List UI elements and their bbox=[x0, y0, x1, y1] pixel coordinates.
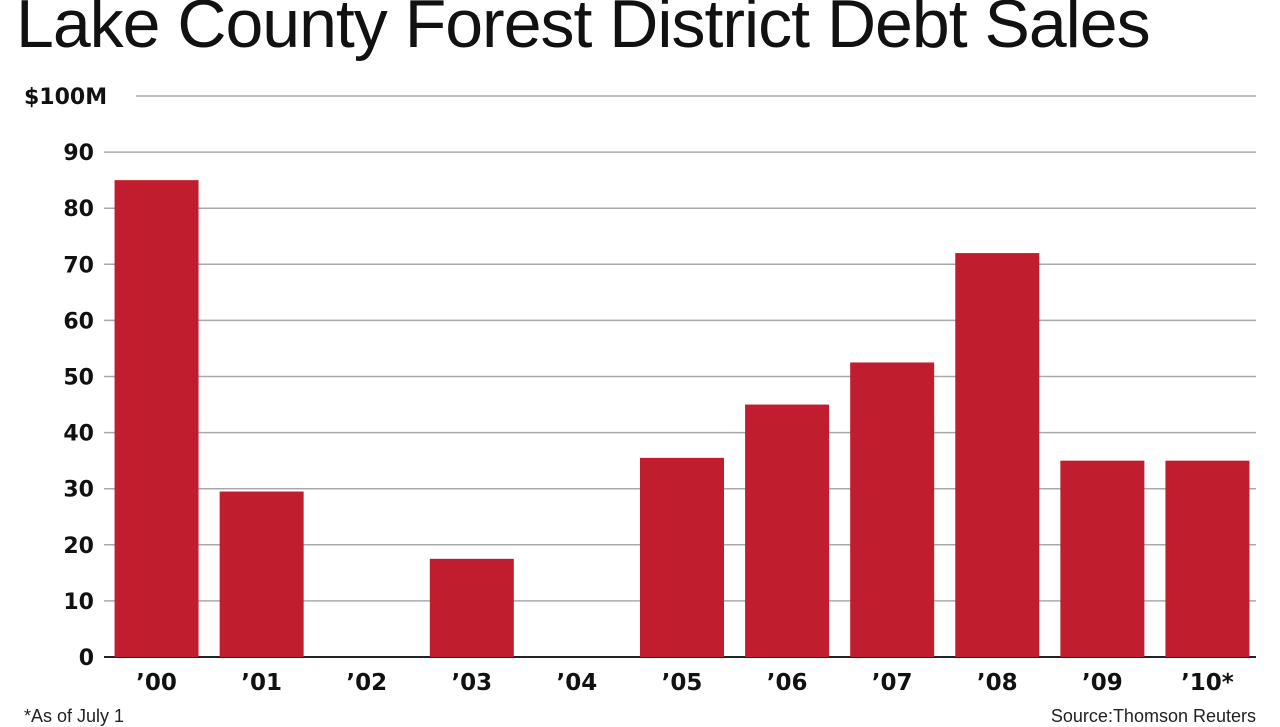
y-tick-label: 60 bbox=[63, 309, 94, 334]
y-tick-label: 30 bbox=[63, 478, 94, 503]
x-category-label: ’07 bbox=[872, 670, 913, 696]
x-category-label: ’03 bbox=[451, 670, 492, 696]
bar bbox=[219, 491, 304, 657]
bar bbox=[114, 180, 199, 657]
x-category-label: ’02 bbox=[346, 670, 387, 696]
chart-title: Lake County Forest District Debt Sales bbox=[16, 0, 1151, 62]
y-tick-label: 80 bbox=[63, 197, 94, 222]
x-axis-category-labels: ’00 ’01 ’02 ’03 ’04 ’05 ’06 ’07 ’08 ’09 ’10* bbox=[136, 670, 1234, 696]
y-tick-label: 90 bbox=[63, 141, 94, 166]
bar bbox=[640, 457, 724, 657]
bar bbox=[429, 558, 514, 657]
y-tick-label: 20 bbox=[63, 534, 94, 559]
x-category-label: ’04 bbox=[557, 670, 598, 696]
x-category-label: ’10* bbox=[1181, 670, 1234, 696]
y-tick-label: $100M bbox=[24, 85, 107, 110]
x-category-label: ’00 bbox=[136, 670, 177, 696]
x-category-label: ’08 bbox=[977, 670, 1018, 696]
x-category-label: ’01 bbox=[241, 670, 282, 696]
bar bbox=[1060, 460, 1145, 657]
bar bbox=[850, 362, 935, 657]
bar bbox=[1165, 460, 1250, 657]
bars bbox=[114, 180, 1250, 657]
x-category-label: ’06 bbox=[767, 670, 808, 696]
y-tick-label: 70 bbox=[63, 253, 94, 278]
source-credit: Source:Thomson Reuters bbox=[1050, 706, 1256, 726]
bar bbox=[745, 404, 830, 657]
x-category-label: ’09 bbox=[1082, 670, 1123, 696]
y-axis-tick-labels: 0 10 20 30 40 50 60 70 80 90 $100M bbox=[24, 85, 107, 671]
y-tick-label: 0 bbox=[79, 646, 94, 671]
x-category-label: ’05 bbox=[662, 670, 703, 696]
bar bbox=[955, 253, 1040, 657]
y-tick-label: 50 bbox=[63, 366, 94, 391]
y-tick-label: 40 bbox=[63, 422, 94, 447]
footnote: *As of July 1 bbox=[24, 706, 125, 726]
y-tick-label: 10 bbox=[63, 590, 94, 615]
